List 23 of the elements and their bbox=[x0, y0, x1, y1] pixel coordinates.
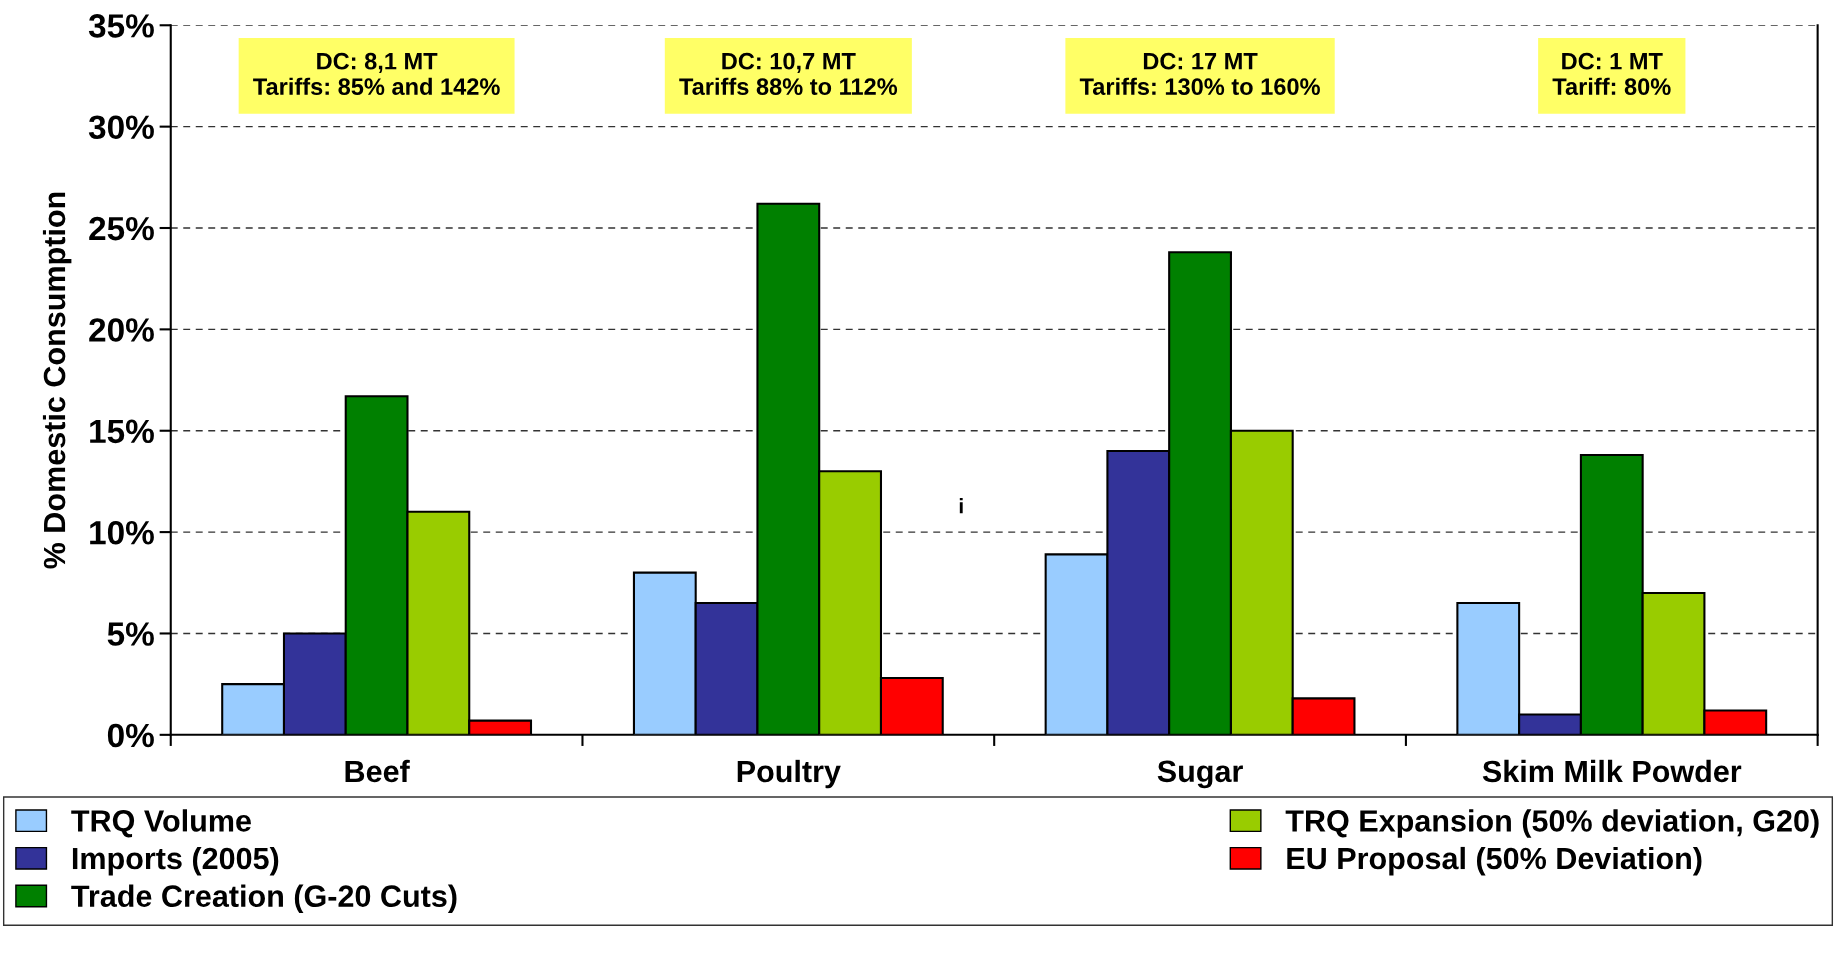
legend-label: Imports (2005) bbox=[72, 846, 279, 876]
y-axis-title: % Domestic Consumption bbox=[42, 192, 72, 569]
x-tick-label: Skim Milk Powder bbox=[1482, 759, 1742, 783]
y-tick-label: 30% bbox=[88, 115, 154, 140]
legend-label: TRQ Volume bbox=[71, 809, 251, 838]
annotation: DC: 17 MT Tariffs: 130% to 160% bbox=[1079, 52, 1320, 96]
annotation: DC: 10,7 MT Tariffs 88% to 112% bbox=[679, 52, 898, 96]
legend-label: TRQ Expansion (50% deviation, G20) bbox=[1285, 809, 1819, 838]
annotation: i bbox=[959, 498, 963, 514]
y-tick-label: 15% bbox=[90, 419, 154, 444]
x-tick-label: Sugar bbox=[1157, 760, 1243, 789]
y-tick-label: 35% bbox=[88, 14, 154, 38]
y-tick-label: 20% bbox=[89, 318, 154, 342]
annotation: DC: 8,1 MT Tariffs: 85% and 142% bbox=[253, 52, 500, 96]
annotation: DC: 1 MT Tariff: 80% bbox=[1552, 52, 1671, 96]
legend-label: EU Proposal (50% Deviation) bbox=[1287, 846, 1702, 876]
y-tick-label: 0% bbox=[107, 723, 154, 748]
legend-label: Trade Creation (G-20 Cuts) bbox=[71, 884, 457, 914]
y-tick-label: 25% bbox=[89, 216, 154, 241]
x-tick-label: Poultry bbox=[737, 759, 841, 789]
y-tick-label: 5% bbox=[107, 622, 154, 646]
x-tick-label: Beef bbox=[345, 759, 410, 783]
y-tick-label: 10% bbox=[90, 520, 154, 545]
